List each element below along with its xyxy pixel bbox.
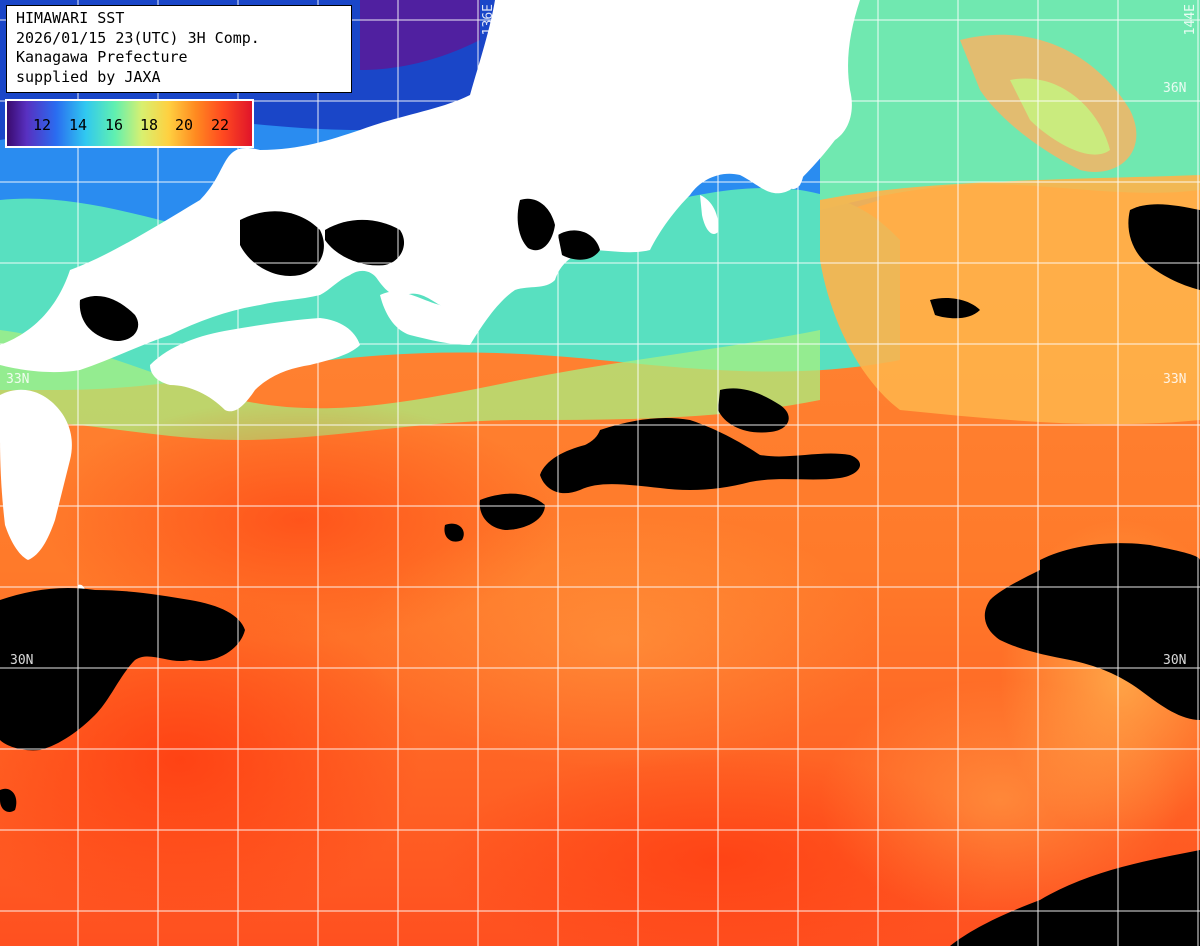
kyushu bbox=[0, 389, 72, 560]
land bbox=[0, 0, 860, 634]
honshu bbox=[0, 0, 860, 373]
legend-tick: 18 bbox=[140, 116, 159, 134]
legend-tick: 12 bbox=[33, 116, 52, 134]
info-box: HIMAWARI SST 2026/01/15 23(UTC) 3H Comp.… bbox=[6, 5, 352, 93]
legend-tick: 14 bbox=[69, 116, 88, 134]
lat-label-33n-right: 33N bbox=[1163, 372, 1187, 387]
legend-tick: 16 bbox=[105, 116, 124, 134]
info-title: HIMAWARI SST bbox=[16, 9, 125, 27]
shikoku bbox=[150, 318, 360, 412]
legend-tick: 20 bbox=[175, 116, 194, 134]
info-region: Kanagawa Prefecture bbox=[16, 48, 188, 66]
lat-label-30n-left: 30N bbox=[10, 653, 34, 668]
yellow-sea-east bbox=[820, 175, 1200, 425]
lon-label-136e: 136E bbox=[481, 4, 496, 36]
temperature-legend: 12 14 16 18 20 22 bbox=[5, 99, 254, 148]
lon-label-144e: 144E bbox=[1183, 4, 1198, 36]
info-datetime: 2026/01/15 23(UTC) 3H Comp. bbox=[16, 28, 260, 47]
info-credit: supplied by JAXA bbox=[16, 67, 161, 86]
legend-tick: 22 bbox=[211, 116, 230, 134]
lat-label-30n-right: 30N bbox=[1163, 653, 1187, 668]
cloud-band-central bbox=[540, 418, 861, 494]
lat-label-36n-right: 36N bbox=[1163, 81, 1187, 96]
cloud-se bbox=[950, 850, 1200, 946]
lat-label-33n-left: 33N bbox=[6, 372, 30, 387]
cloud-sw bbox=[0, 588, 245, 751]
